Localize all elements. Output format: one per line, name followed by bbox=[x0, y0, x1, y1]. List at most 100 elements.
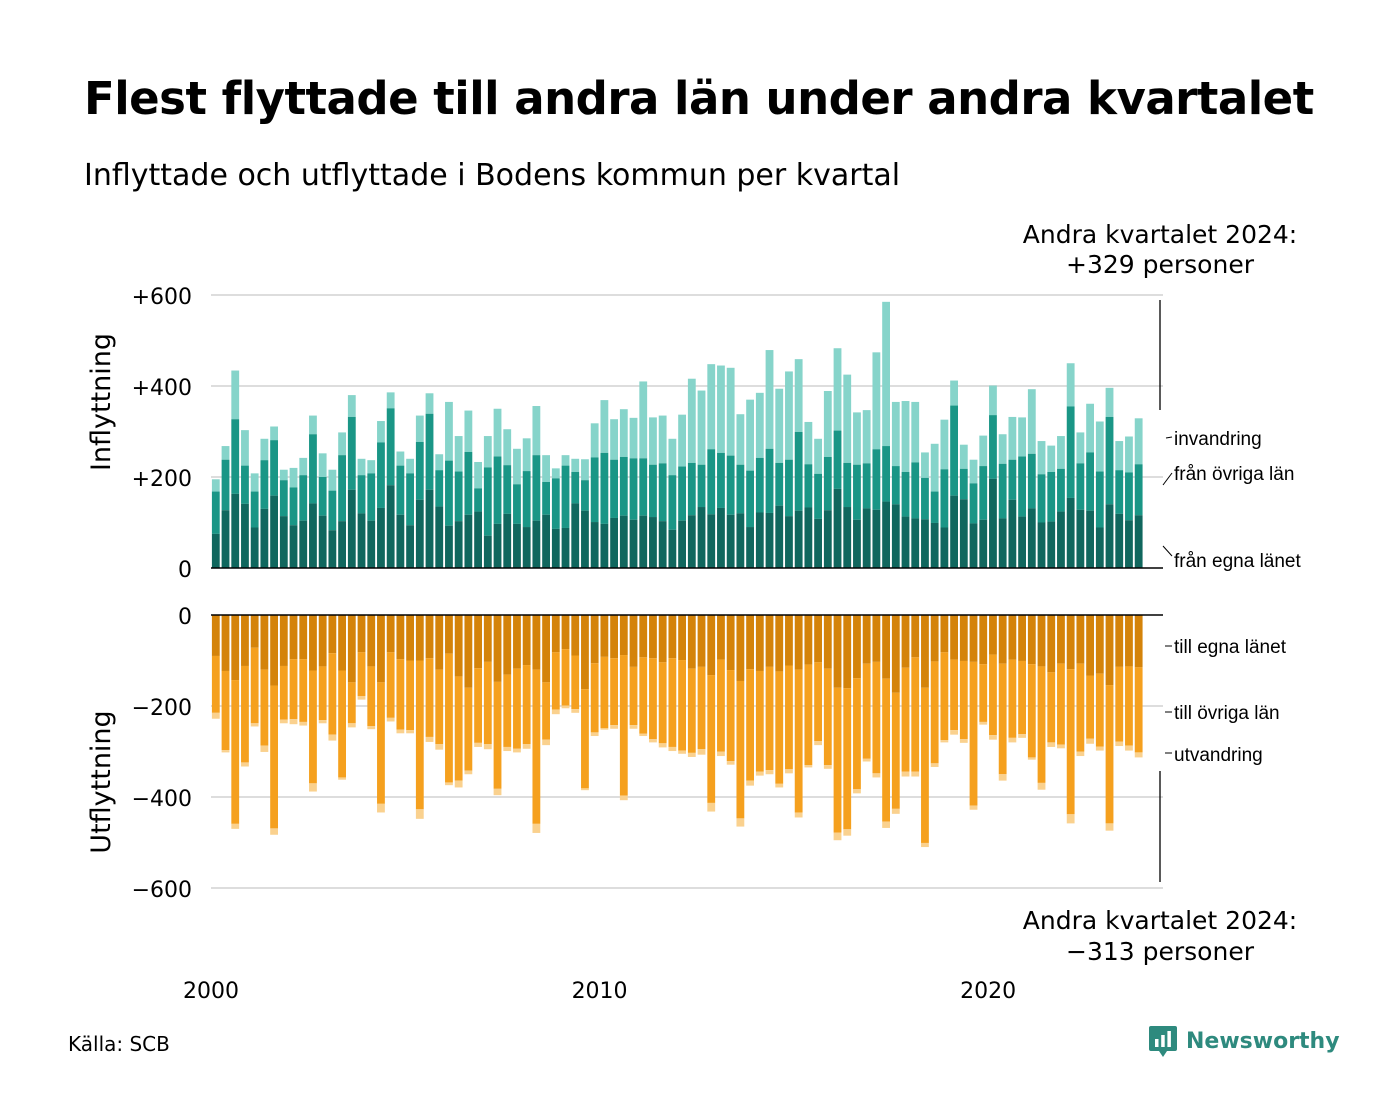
bar-till-ovriga-lan bbox=[1105, 685, 1114, 824]
bar-fran-ovriga-lan bbox=[794, 431, 803, 511]
bar-till-egna-lanet bbox=[231, 615, 240, 681]
bar-invandring bbox=[1027, 389, 1036, 454]
bar-till-ovriga-lan bbox=[1134, 667, 1143, 753]
bar-utvandring bbox=[998, 774, 1007, 781]
bar-fran-egna-lanet bbox=[619, 515, 628, 568]
bar-fran-egna-lanet bbox=[493, 523, 502, 568]
bar-invandring bbox=[590, 423, 599, 458]
out-ytick-label: −600 bbox=[132, 878, 192, 903]
bar-till-ovriga-lan bbox=[989, 654, 997, 736]
bar-utvandring bbox=[338, 777, 346, 780]
bar-invandring bbox=[755, 392, 764, 458]
bar-till-egna-lanet bbox=[610, 615, 618, 659]
bar-utvandring bbox=[755, 771, 764, 776]
bar-till-ovriga-lan bbox=[911, 657, 920, 772]
bar-fran-ovriga-lan bbox=[415, 441, 424, 500]
bar-invandring bbox=[600, 400, 609, 453]
bar-utvandring bbox=[231, 823, 240, 829]
bar-fran-ovriga-lan bbox=[901, 471, 910, 517]
bar-fran-ovriga-lan bbox=[581, 480, 589, 511]
bar-utvandring bbox=[775, 783, 784, 788]
bar-till-egna-lanet bbox=[697, 615, 706, 667]
bar-till-egna-lanet bbox=[386, 615, 395, 653]
bar-fran-egna-lanet bbox=[1076, 509, 1085, 568]
bar-invandring bbox=[658, 415, 667, 464]
bar-fran-ovriga-lan bbox=[639, 458, 648, 516]
bar-fran-egna-lanet bbox=[1066, 497, 1075, 568]
bar-invandring bbox=[940, 419, 949, 470]
bar-utvandring bbox=[464, 770, 473, 775]
bar-till-egna-lanet bbox=[522, 615, 531, 666]
bar-fran-ovriga-lan bbox=[610, 459, 618, 518]
in-ytick-label: +400 bbox=[132, 376, 192, 401]
bar-invandring bbox=[318, 453, 327, 477]
bar-till-ovriga-lan bbox=[551, 652, 560, 710]
bar-till-ovriga-lan bbox=[736, 680, 745, 819]
bar-fran-ovriga-lan bbox=[1018, 456, 1026, 517]
bar-fran-ovriga-lan bbox=[930, 491, 939, 523]
bar-fran-egna-lanet bbox=[687, 515, 696, 568]
legend-utvandring: utvandring bbox=[1174, 745, 1263, 766]
bar-till-egna-lanet bbox=[833, 615, 842, 688]
bar-fran-egna-lanet bbox=[1027, 508, 1036, 568]
bar-fran-ovriga-lan bbox=[736, 464, 745, 514]
bar-fran-egna-lanet bbox=[551, 528, 560, 568]
bar-till-ovriga-lan bbox=[755, 670, 764, 772]
bar-till-egna-lanet bbox=[1008, 615, 1017, 660]
bar-fran-ovriga-lan bbox=[561, 465, 570, 528]
bar-invandring bbox=[211, 479, 220, 492]
bar-utvandring bbox=[396, 729, 405, 734]
bar-fran-ovriga-lan bbox=[765, 448, 774, 513]
bar-utvandring bbox=[493, 788, 502, 796]
bar-fran-egna-lanet bbox=[717, 507, 725, 568]
bar-till-egna-lanet bbox=[299, 615, 308, 660]
bar-fran-egna-lanet bbox=[425, 489, 434, 568]
bar-utvandring bbox=[1125, 745, 1133, 751]
bar-fran-egna-lanet bbox=[775, 505, 784, 568]
bar-fran-egna-lanet bbox=[658, 521, 667, 568]
bar-utvandring bbox=[503, 746, 512, 752]
bar-fran-egna-lanet bbox=[522, 527, 531, 568]
bar-till-ovriga-lan bbox=[299, 659, 308, 722]
bar-fran-ovriga-lan bbox=[629, 458, 638, 520]
bar-fran-ovriga-lan bbox=[503, 465, 512, 514]
bar-fran-egna-lanet bbox=[911, 518, 920, 568]
bar-utvandring bbox=[590, 732, 599, 737]
bar-utvandring bbox=[853, 789, 861, 794]
bar-till-ovriga-lan bbox=[250, 647, 259, 724]
bar-invandring bbox=[882, 301, 890, 447]
brand-logo[interactable]: Newsworthy bbox=[1148, 1024, 1340, 1058]
bar-utvandring bbox=[668, 746, 677, 752]
bar-till-egna-lanet bbox=[668, 615, 677, 659]
bar-till-egna-lanet bbox=[474, 615, 482, 669]
bar-utvandring bbox=[406, 730, 414, 734]
bar-till-ovriga-lan bbox=[823, 668, 832, 766]
legend-pointer-invandring bbox=[1165, 436, 1173, 439]
bar-utvandring bbox=[746, 780, 754, 786]
bar-invandring bbox=[678, 414, 686, 467]
bar-fran-ovriga-lan bbox=[658, 463, 667, 522]
bar-invandring bbox=[1037, 441, 1046, 475]
bar-till-egna-lanet bbox=[406, 615, 414, 661]
bar-till-ovriga-lan bbox=[930, 661, 939, 764]
bar-utvandring bbox=[891, 808, 900, 814]
bar-fran-egna-lanet bbox=[736, 513, 745, 568]
bar-till-egna-lanet bbox=[483, 615, 492, 662]
bar-till-ovriga-lan bbox=[435, 669, 444, 745]
bar-fran-egna-lanet bbox=[882, 501, 890, 568]
bar-fran-egna-lanet bbox=[678, 520, 686, 568]
bar-fran-egna-lanet bbox=[765, 512, 774, 568]
bar-utvandring bbox=[717, 751, 725, 757]
bar-fran-egna-lanet bbox=[542, 514, 550, 568]
bar-till-egna-lanet bbox=[1086, 615, 1094, 676]
bar-utvandring bbox=[629, 725, 638, 729]
bar-fran-ovriga-lan bbox=[668, 475, 677, 530]
bar-fran-ovriga-lan bbox=[532, 455, 541, 521]
bar-fran-egna-lanet bbox=[823, 510, 832, 568]
bar-fran-egna-lanet bbox=[697, 507, 706, 568]
bar-invandring bbox=[629, 417, 638, 459]
bar-fran-egna-lanet bbox=[901, 516, 910, 568]
bar-invandring bbox=[833, 348, 842, 431]
bar-fran-ovriga-lan bbox=[697, 464, 706, 508]
bar-till-ovriga-lan bbox=[746, 669, 754, 781]
